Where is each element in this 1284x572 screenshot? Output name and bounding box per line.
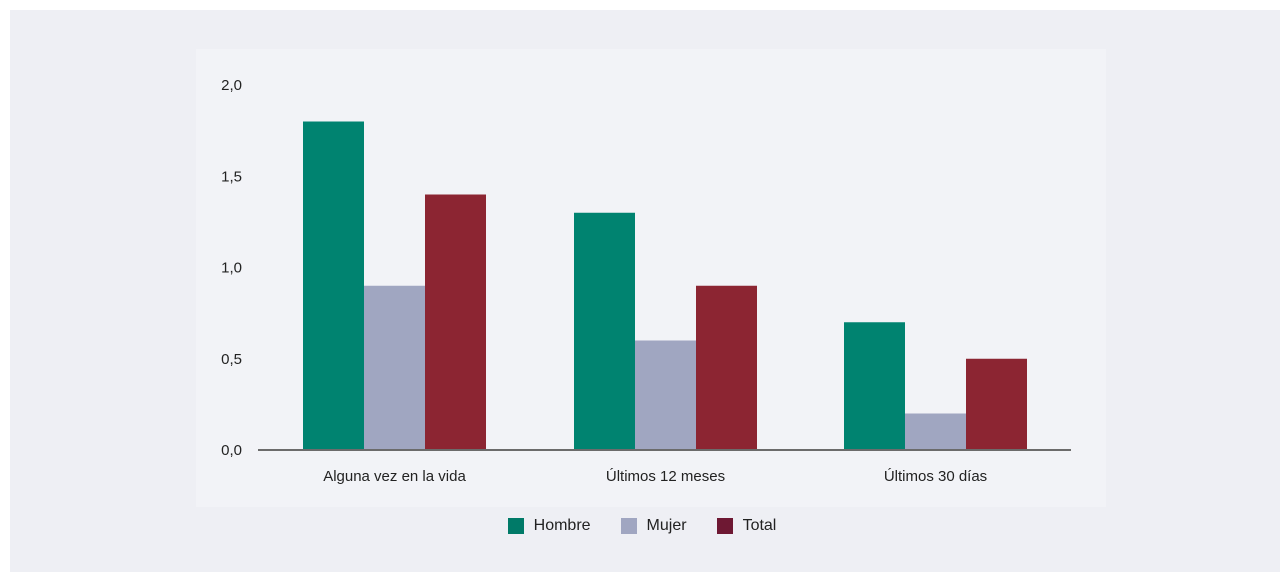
x-axis-ticks: Alguna vez en la vida Últimos 12 meses Últ… (323, 468, 987, 485)
legend-item-hombre: Hombre (507, 517, 591, 535)
y-tick-label: 0,0 (221, 442, 242, 459)
bar-hombre-1 (574, 212, 635, 450)
legend-item-mujer: Mujer (620, 517, 687, 535)
bar-mujer-2 (905, 413, 966, 450)
y-tick-label: 1,5 (221, 168, 242, 185)
x-tick-label: Últimos 12 meses (606, 468, 725, 485)
y-tick-label: 1,0 (221, 260, 242, 277)
x-tick-label: Últimos 30 días (884, 468, 987, 485)
legend-label: Hombre (533, 517, 591, 534)
bars (303, 121, 1027, 450)
legend: Hombre Mujer Total (0, 517, 1284, 535)
bar-mujer-0 (364, 285, 425, 450)
bar-hombre-0 (303, 121, 364, 450)
y-axis-ticks: 0,0 0,5 1,0 1,5 2,0 (221, 77, 242, 459)
legend-label: Mujer (646, 517, 687, 534)
legend-swatch (507, 518, 524, 534)
bar-total-1 (696, 285, 757, 450)
y-tick-label: 0,5 (221, 351, 242, 368)
bar-mujer-1 (635, 340, 696, 450)
bar-hombre-2 (844, 322, 905, 450)
legend-item-total: Total (716, 517, 777, 535)
legend-label: Total (742, 517, 777, 534)
x-tick-label: Alguna vez en la vida (323, 468, 466, 485)
bar-total-2 (966, 358, 1027, 450)
bar-total-0 (425, 194, 486, 450)
legend-swatch (716, 518, 733, 534)
y-tick-label: 2,0 (221, 77, 242, 94)
legend-swatch (620, 518, 637, 534)
